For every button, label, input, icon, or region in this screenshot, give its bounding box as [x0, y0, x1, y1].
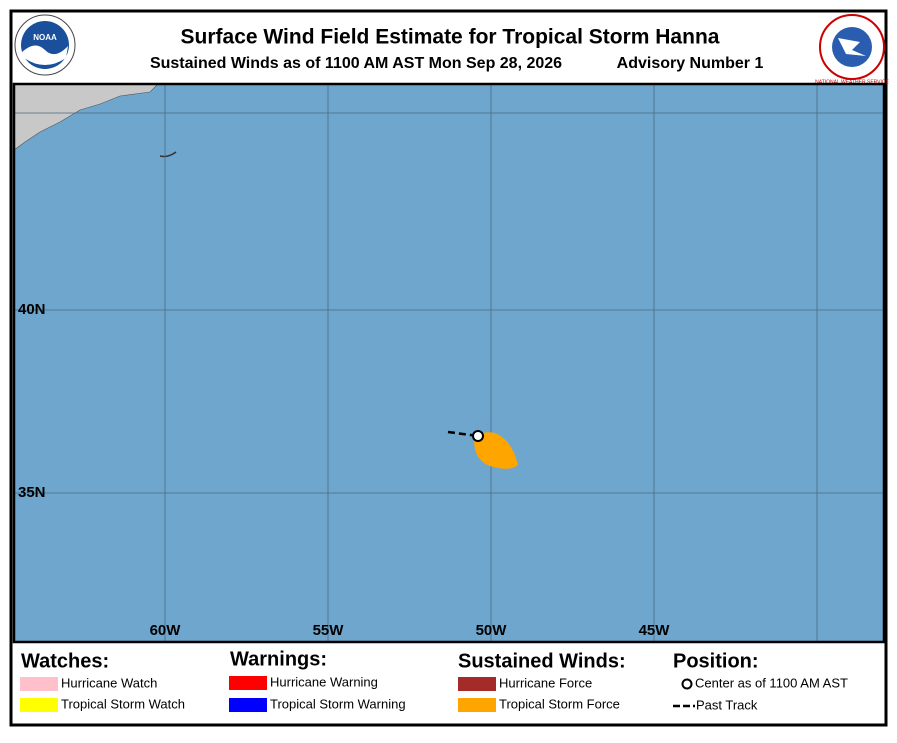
- legend-item: Tropical Storm Warning: [270, 696, 406, 711]
- nws-logo: NATIONAL WEATHER SERVICE: [815, 14, 890, 85]
- lon-label: 55W: [313, 622, 345, 639]
- legend-title: Watches:: [21, 650, 109, 672]
- legend-item: Tropical Storm Force: [499, 696, 620, 711]
- noaa-logo: NOAA: [14, 14, 76, 76]
- swatch: [229, 676, 267, 690]
- lon-label: 45W: [639, 622, 671, 639]
- swatch: [20, 698, 58, 712]
- swatch: [458, 698, 496, 712]
- logo-text: NOAA: [33, 33, 57, 42]
- legend-item: Center as of 1100 AM AST: [695, 675, 848, 690]
- ts-wind-field: [474, 432, 518, 469]
- legend-title: Sustained Winds:: [458, 650, 626, 672]
- advisory: Advisory Number 1: [617, 55, 764, 72]
- legend-title: Warnings:: [230, 648, 327, 670]
- island: [159, 151, 177, 158]
- lon-label: 50W: [476, 622, 508, 639]
- logo-text: NATIONAL WEATHER SERVICE: [815, 79, 889, 85]
- legend-title: Position:: [673, 650, 759, 672]
- graticule: [14, 84, 884, 642]
- legend-item: Tropical Storm Watch: [61, 696, 185, 711]
- center-symbol: [681, 678, 693, 690]
- swatch: [229, 698, 267, 712]
- swatch: [20, 677, 58, 691]
- legend-item: Hurricane Force: [499, 675, 592, 690]
- lat-label: 35N: [18, 484, 46, 501]
- land: [13, 83, 159, 151]
- map-border: [12, 82, 886, 644]
- storm-center: [472, 430, 484, 442]
- subtitle: Sustained Winds as of 1100 AM AST Mon Se…: [150, 55, 562, 72]
- legend-item: Past Track: [696, 697, 758, 712]
- ocean: [14, 84, 884, 642]
- map: 60W 55W 50W 45W 40N 35N: [12, 82, 886, 644]
- lat-label: 40N: [18, 301, 46, 318]
- lon-label: 60W: [150, 622, 182, 639]
- legend: Watches: Hurricane Watch Tropical Storm …: [20, 648, 848, 712]
- swatch: [458, 677, 496, 691]
- legend-item: Hurricane Warning: [270, 674, 378, 689]
- legend-item: Hurricane Watch: [61, 675, 157, 690]
- title: Surface Wind Field Estimate for Tropical…: [181, 26, 720, 49]
